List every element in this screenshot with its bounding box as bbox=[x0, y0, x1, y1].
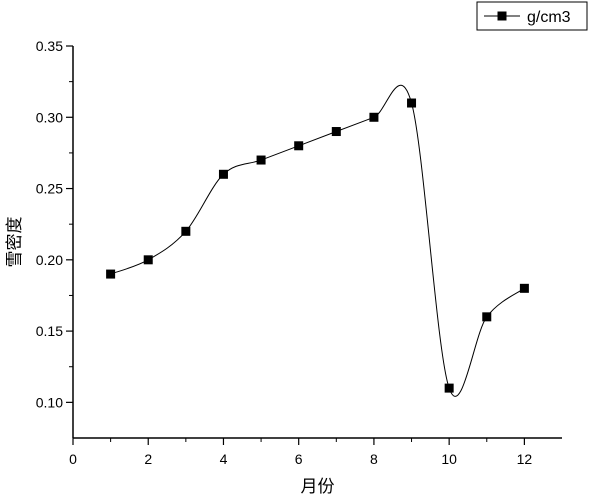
data-point-marker bbox=[482, 312, 492, 322]
y-tick-label: 0.35 bbox=[36, 38, 63, 54]
data-point-marker bbox=[369, 112, 379, 122]
legend-entry-label: g/cm3 bbox=[527, 9, 571, 26]
legend: g/cm3 bbox=[476, 1, 588, 31]
y-tick-label: 0.25 bbox=[36, 181, 63, 197]
x-tick-label: 4 bbox=[220, 451, 228, 467]
data-point-marker bbox=[106, 269, 116, 279]
y-tick-label: 0.20 bbox=[36, 252, 63, 268]
major-ticks bbox=[66, 45, 525, 445]
data-point-marker bbox=[519, 283, 529, 293]
data-point-marker bbox=[181, 226, 191, 236]
x-tick-label: 10 bbox=[441, 451, 457, 467]
data-point-marker bbox=[444, 383, 454, 393]
x-axis-title: 月份 bbox=[301, 477, 335, 497]
x-tick-label: 6 bbox=[295, 451, 303, 467]
y-axis-title: 雪密度 bbox=[5, 217, 25, 268]
y-tick-label: 0.15 bbox=[36, 323, 63, 339]
legend-marker-swatch bbox=[497, 11, 507, 21]
y-tick-label: 0.10 bbox=[36, 394, 63, 410]
y-tick-label: 0.30 bbox=[36, 109, 63, 125]
data-point-marker bbox=[218, 169, 228, 179]
x-tick-labels: 0 2 4 6 8 10 12 bbox=[69, 451, 532, 467]
data-markers bbox=[106, 98, 529, 393]
x-tick-label: 2 bbox=[144, 451, 152, 467]
y-tick-labels: 0.10 0.15 0.20 0.25 0.30 0.35 bbox=[36, 38, 63, 410]
data-point-marker bbox=[256, 155, 266, 165]
minor-ticks bbox=[69, 81, 488, 442]
data-point-marker bbox=[294, 141, 304, 151]
x-tick-label: 12 bbox=[517, 451, 533, 467]
data-point-marker bbox=[143, 255, 153, 265]
x-tick-label: 0 bbox=[69, 451, 77, 467]
x-tick-label: 8 bbox=[370, 451, 378, 467]
series-line-g-cm3 bbox=[110, 84, 525, 397]
data-point-marker bbox=[331, 127, 341, 137]
data-point-marker bbox=[407, 98, 417, 108]
